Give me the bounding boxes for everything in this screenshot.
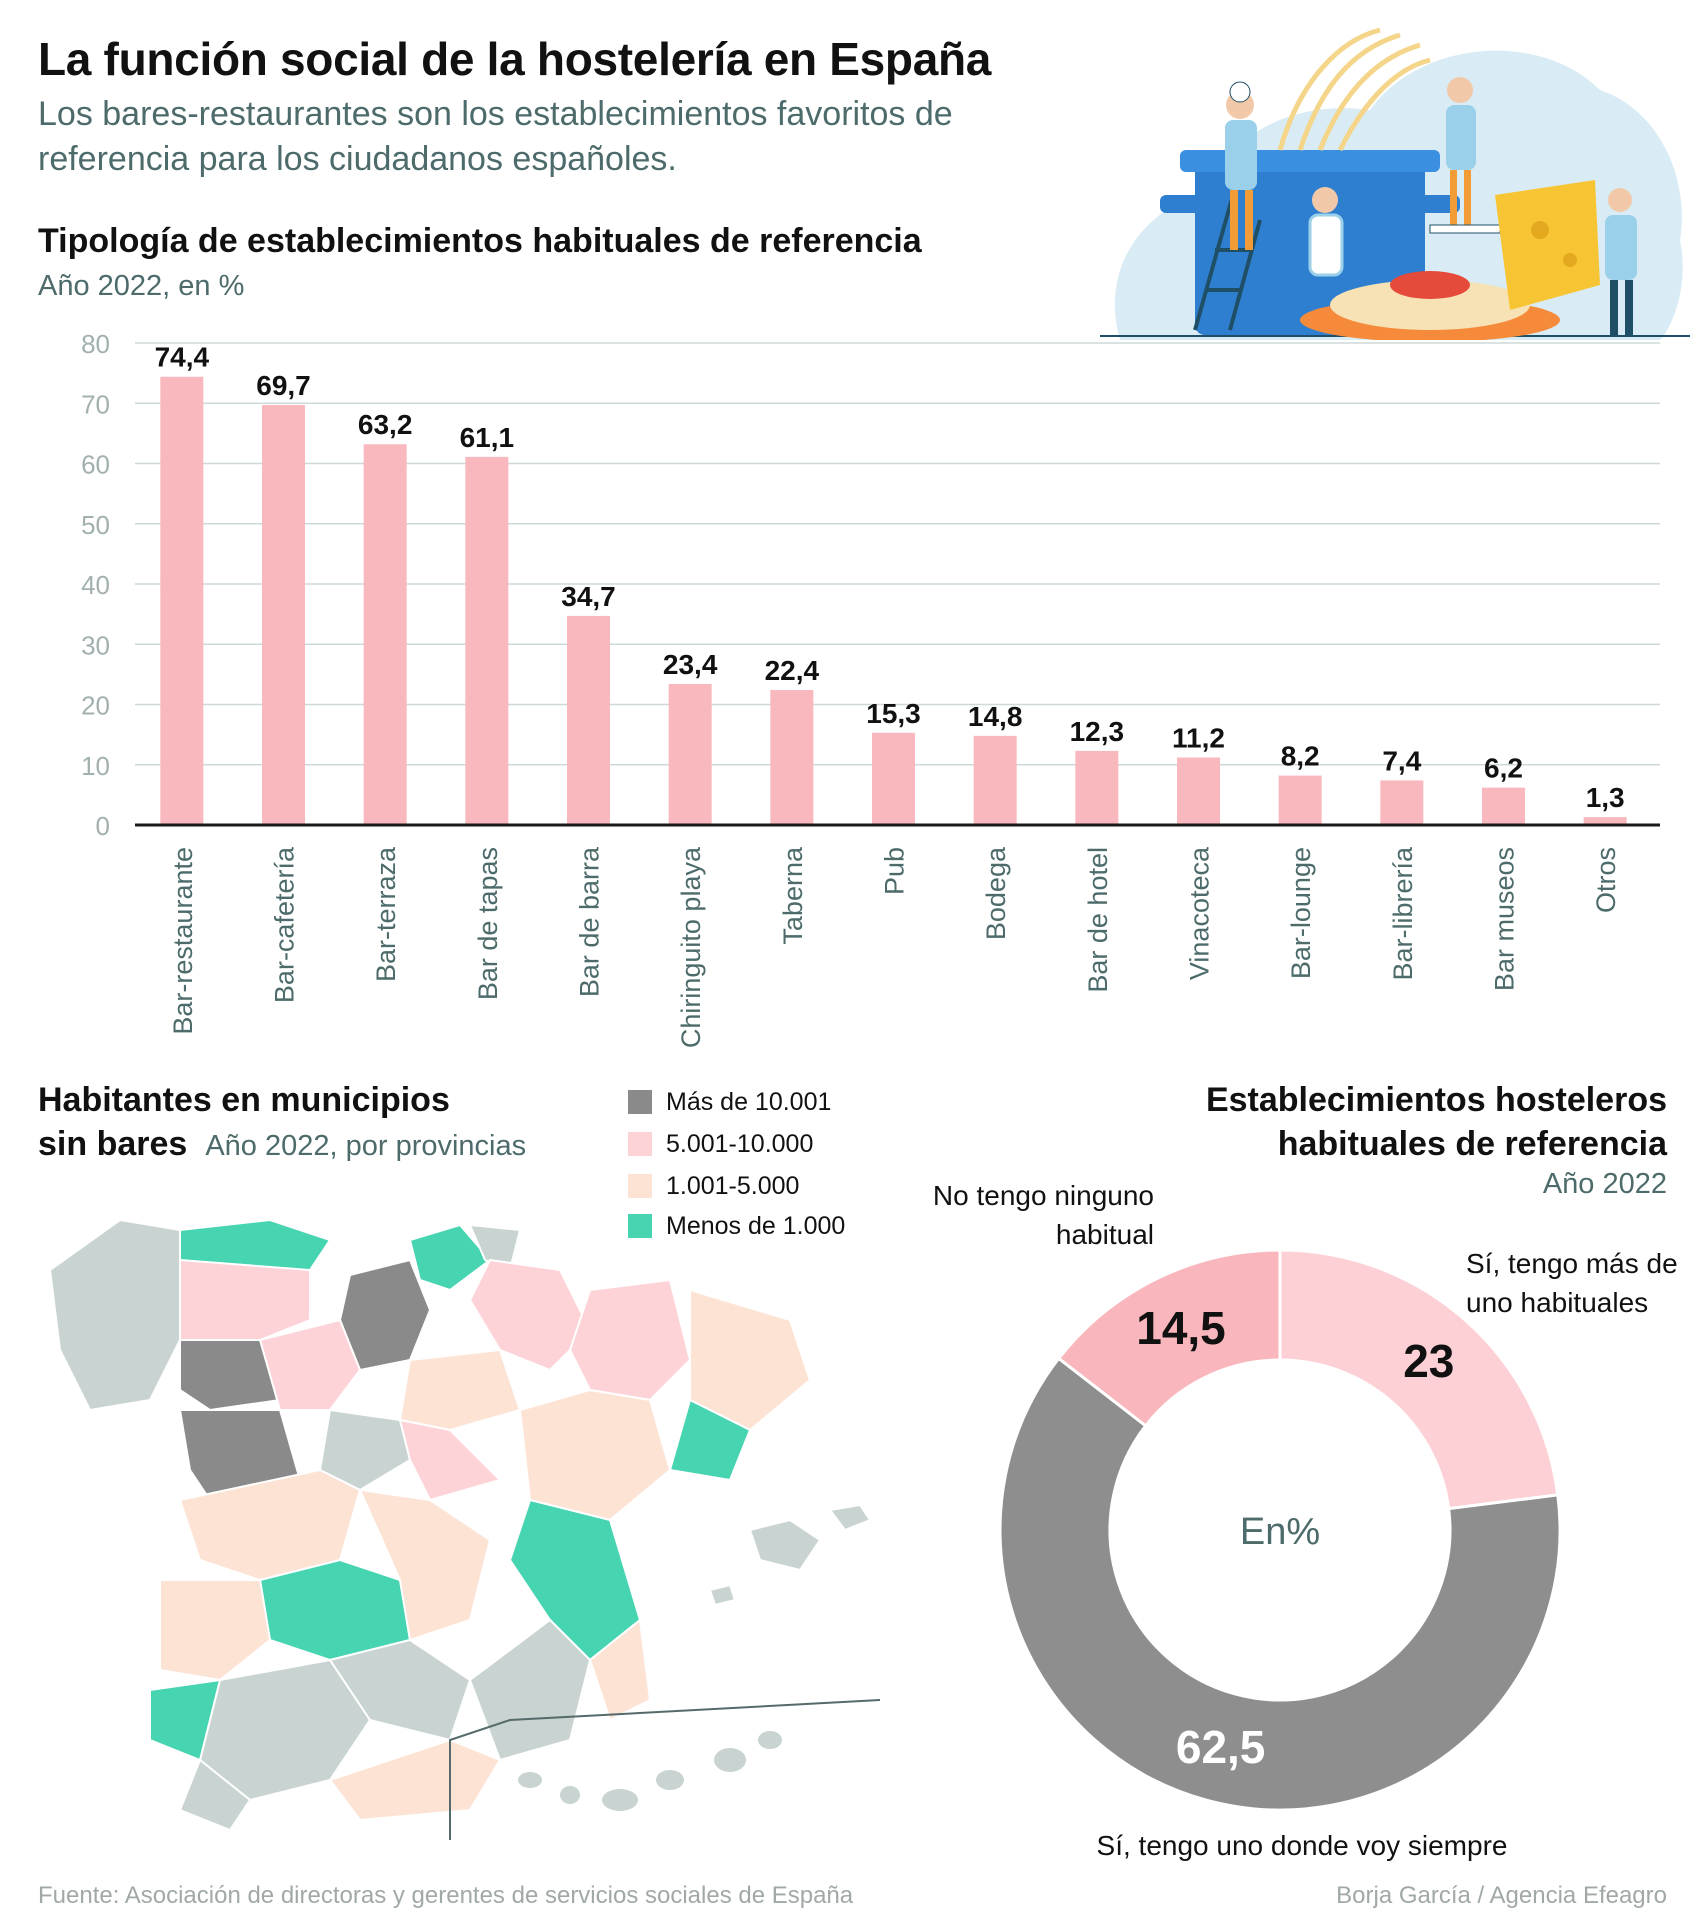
- bar: [1075, 750, 1119, 825]
- donut-value-label: 23: [1403, 1335, 1454, 1387]
- y-tick-label: 20: [81, 691, 110, 721]
- bar: [262, 405, 305, 825]
- bar: [1482, 787, 1525, 825]
- y-tick-label: 80: [81, 329, 110, 359]
- x-tick-label: Bar-cafetería: [270, 846, 300, 1003]
- map-subtitle: Año 2022, por provincias: [205, 1130, 527, 1162]
- region-galicia: [48, 1218, 181, 1412]
- bar: [872, 732, 915, 825]
- bar-value-label: 14,8: [968, 701, 1023, 732]
- x-tick-label: Bar de hotel: [1083, 847, 1113, 993]
- map-title: Habitantes en municipios sin bares Año 20…: [38, 1078, 526, 1168]
- bar-value-label: 63,2: [358, 409, 413, 440]
- x-tick-label: Bar museos: [1490, 847, 1520, 991]
- donut-center-label: En%: [1240, 1511, 1320, 1553]
- donut-chart: 23 62,5 14,5 En%: [998, 1248, 1562, 1812]
- bar-value-label: 74,4: [155, 342, 210, 373]
- bar-value-label: 61,1: [460, 422, 515, 453]
- bar-chart-title: Tipología de establecimientos habituales…: [38, 222, 922, 260]
- legend-item-more-10001: Más de 10.001: [628, 1086, 831, 1118]
- donut-label-one-always: Sí, tengo uno donde voy siempre: [1096, 1830, 1508, 1861]
- map-title-line1: Habitantes en municipios: [38, 1081, 450, 1119]
- donut-slice: [998, 1356, 1562, 1812]
- y-tick-label: 30: [81, 630, 110, 660]
- x-tick-label: Taberna: [778, 846, 808, 945]
- page-title: La función social de la hostelería en Es…: [38, 33, 992, 85]
- footer-source: Fuente: Asociación de directoras y geren…: [38, 1882, 854, 1909]
- donut-subtitle: Año 2022: [1542, 1168, 1667, 1200]
- bar: [1177, 757, 1220, 825]
- bar-value-label: 1,3: [1586, 782, 1625, 813]
- bar: [363, 444, 407, 825]
- x-tick-label: Vinacoteca: [1185, 846, 1215, 980]
- y-tick-label: 0: [96, 811, 110, 841]
- x-tick-label: Otros: [1591, 847, 1621, 913]
- y-tick-label: 10: [81, 751, 110, 781]
- legend-swatch: [628, 1174, 652, 1198]
- bar-chart: 0 10 20 30 40 50 60 70 80 74,4 Bar-restaurante 69,7…: [81, 329, 1660, 1048]
- bar-value-label: 8,2: [1281, 741, 1320, 772]
- bar: [973, 735, 1017, 825]
- legend-label: Menos de 1.000: [666, 1211, 846, 1240]
- legend-item-less-1000: Menos de 1.000: [628, 1210, 845, 1242]
- bar-value-label: 12,3: [1070, 716, 1125, 747]
- legend-label: Más de 10.001: [666, 1087, 832, 1116]
- bar: [567, 615, 610, 825]
- x-tick-label: Pub: [880, 847, 910, 895]
- bar: [1380, 780, 1424, 825]
- x-tick-label: Bar-librería: [1388, 846, 1418, 981]
- bar-value-label: 23,4: [663, 649, 718, 680]
- donut-value-label: 62,5: [1176, 1721, 1266, 1773]
- x-tick-label: Bar de barra: [575, 846, 605, 997]
- legend-item-1001-5000: 1.001-5.000: [628, 1170, 799, 1202]
- x-tick-label: Bodega: [981, 846, 1011, 940]
- bar-value-label: 15,3: [866, 698, 921, 729]
- bar-chart-subtitle: Año 2022, en %: [38, 270, 245, 302]
- legend-swatch: [628, 1090, 652, 1114]
- bar: [1278, 775, 1322, 825]
- legend-label: 1.001-5.000: [666, 1171, 800, 1200]
- x-tick-label: Bar-restaurante: [168, 847, 198, 1035]
- chefs-illustration: [1100, 27, 1690, 340]
- legend-swatch: [628, 1132, 652, 1156]
- map-title-line2: sin bares: [38, 1125, 188, 1163]
- bar-value-label: 6,2: [1484, 753, 1523, 784]
- legend-item-5001-10000: 5.001-10.000: [628, 1128, 813, 1160]
- bar: [1583, 817, 1627, 825]
- x-tick-label: Chiringuito playa: [676, 846, 706, 1048]
- donut-slice: [1056, 1248, 1282, 1428]
- bar-value-label: 22,4: [765, 655, 820, 686]
- bar-value-label: 69,7: [256, 370, 311, 401]
- y-tick-label: 50: [81, 510, 110, 540]
- bar: [160, 376, 204, 825]
- bar-value-label: 34,7: [561, 581, 616, 612]
- footer-credit: Borja García / Agencia Efeagro: [1336, 1882, 1667, 1909]
- donut-slice: [1278, 1248, 1560, 1511]
- x-tick-label: Bar-terraza: [371, 846, 401, 982]
- bar: [770, 690, 814, 825]
- bar-value-label: 11,2: [1172, 723, 1225, 754]
- y-tick-label: 60: [81, 450, 110, 480]
- bar-value-label: 7,4: [1382, 745, 1421, 776]
- spain-map: [48, 1218, 880, 1840]
- y-tick-label: 70: [81, 389, 110, 419]
- x-tick-label: Bar de tapas: [473, 847, 503, 1000]
- region-basque: [408, 1223, 492, 1292]
- donut-title: Establecimientos hosteleros habituales d…: [1205, 1081, 1667, 1163]
- y-tick-label: 40: [81, 570, 110, 600]
- donut-label-none: No tengo ninguno habitual: [932, 1180, 1154, 1250]
- bar: [465, 456, 509, 825]
- donut-value-label: 14,5: [1136, 1302, 1226, 1354]
- bar: [668, 684, 712, 825]
- legend-label: 5.001-10.000: [666, 1129, 814, 1158]
- donut-label-more-than-one: Sí, tengo más de uno habituales: [1466, 1248, 1678, 1318]
- legend-swatch: [628, 1214, 652, 1238]
- x-tick-label: Bar-lounge: [1286, 847, 1316, 979]
- page-subtitle: Los bares-restaurantes son los estableci…: [38, 95, 953, 178]
